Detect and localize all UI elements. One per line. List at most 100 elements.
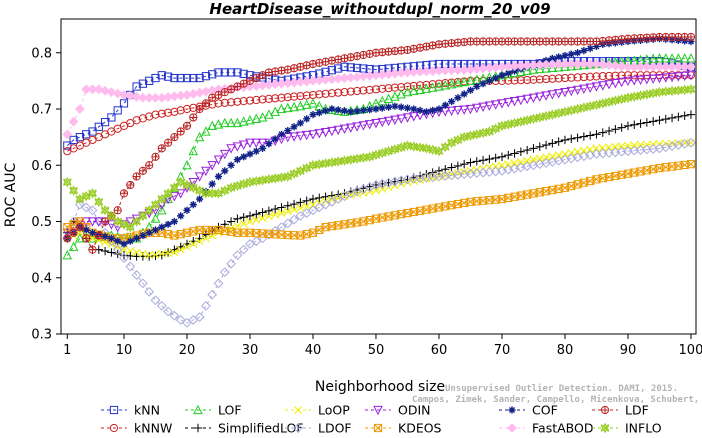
data-point-LDF xyxy=(157,144,166,153)
data-point-INFLO xyxy=(125,221,135,233)
data-point-SimplifiedLOF xyxy=(252,209,261,219)
data-point-INFLO xyxy=(497,120,507,132)
x-tick-label: 10 xyxy=(116,343,133,358)
data-point-INFLO xyxy=(377,147,387,159)
data-point-ODIN xyxy=(62,228,73,239)
data-point-COF xyxy=(107,234,115,242)
data-point-COF xyxy=(88,229,97,237)
data-point-LDOF xyxy=(74,199,85,210)
data-point-COF xyxy=(429,106,437,115)
data-point-INFLO xyxy=(151,199,160,210)
data-point-LOF xyxy=(541,63,551,73)
data-point-INFLO xyxy=(195,185,205,196)
data-point-ODIN xyxy=(175,189,186,199)
data-point-LOF xyxy=(282,102,293,113)
watermark-line-2: Campos, Zimek, Sander, Campello, Micenko… xyxy=(412,394,702,405)
data-point-FastABOD xyxy=(597,59,608,70)
data-point-kNNW xyxy=(541,74,551,84)
data-point-LDOF xyxy=(144,286,155,297)
data-point-FastABOD xyxy=(610,60,621,71)
data-point-COF xyxy=(466,86,475,94)
data-point-LOF xyxy=(459,76,469,87)
data-point-kNN xyxy=(189,73,198,83)
data-point-COF xyxy=(504,69,512,77)
data-point-LoOP xyxy=(529,155,538,164)
data-point-LDOF xyxy=(182,317,192,328)
data-point-INFLO xyxy=(62,176,72,188)
data-point-LoOP xyxy=(120,245,128,254)
data-point-INFLO xyxy=(522,115,532,126)
data-point-COF xyxy=(340,107,349,115)
data-point-ODIN xyxy=(201,166,211,177)
data-point-LoOP xyxy=(271,210,280,219)
data-point-kNNW xyxy=(340,88,349,97)
data-point-kNNW xyxy=(516,76,525,85)
data-point-INFLO xyxy=(132,216,142,227)
data-point-LOF xyxy=(390,91,400,101)
data-point-LDOF xyxy=(175,315,186,325)
data-point-COF xyxy=(435,105,443,113)
data-point-SimplifiedLOF xyxy=(151,251,160,261)
data-point-kNN xyxy=(334,64,343,73)
data-point-LDOF xyxy=(320,199,331,210)
data-point-COF xyxy=(296,119,304,127)
data-point-INFLO xyxy=(302,162,312,174)
data-point-SimplifiedLOF xyxy=(642,118,652,127)
data-point-LoOP xyxy=(605,143,614,152)
data-point-LDOF xyxy=(81,202,92,213)
data-point-SimplifiedLOF xyxy=(680,111,689,120)
data-point-LoOP xyxy=(554,151,563,160)
data-point-ODIN xyxy=(585,83,595,93)
data-point-SimplifiedLOF xyxy=(472,157,481,166)
data-point-kNN xyxy=(220,68,229,77)
data-point-LDF xyxy=(63,234,72,243)
data-point-COF xyxy=(580,47,588,55)
data-point-kNNW xyxy=(315,90,324,99)
data-point-ODIN xyxy=(553,89,564,99)
data-point-LDOF xyxy=(125,261,136,272)
data-point-ODIN xyxy=(238,140,249,150)
data-point-LOF xyxy=(156,204,167,215)
data-point-ODIN xyxy=(528,93,539,104)
data-point-COF xyxy=(372,105,380,113)
x-tick-label: 90 xyxy=(620,343,637,358)
data-point-LDOF xyxy=(339,191,350,202)
data-point-ODIN xyxy=(629,76,640,86)
data-point-SimplifiedLOF xyxy=(541,140,551,150)
data-point-ODIN xyxy=(232,142,243,152)
data-point-ODIN xyxy=(566,86,577,97)
data-point-SimplifiedLOF xyxy=(459,159,469,169)
legend-label: LDOF xyxy=(318,421,352,435)
data-point-INFLO xyxy=(277,172,286,183)
data-point-COF xyxy=(170,217,178,226)
data-point-INFLO xyxy=(232,180,242,192)
data-point-SimplifiedLOF xyxy=(365,182,374,191)
data-point-INFLO xyxy=(308,160,318,171)
data-point-LDF xyxy=(132,172,141,181)
data-point-INFLO xyxy=(472,129,482,140)
data-point-INFLO xyxy=(390,144,400,155)
data-point-INFLO xyxy=(579,102,589,113)
data-point-LOF xyxy=(534,63,545,74)
data-point-ODIN xyxy=(320,127,331,138)
data-point-kNN xyxy=(195,73,204,83)
data-point-INFLO xyxy=(81,190,91,202)
data-point-kNNW xyxy=(289,92,299,101)
data-point-COF xyxy=(321,107,330,115)
data-point-LoOP xyxy=(346,191,355,200)
data-point-ODIN xyxy=(616,77,627,88)
data-point-LDF xyxy=(145,161,154,170)
legend-marker xyxy=(600,405,610,415)
plot-area xyxy=(62,32,696,328)
series-ODIN xyxy=(62,71,696,239)
data-point-kNNW xyxy=(371,85,381,94)
data-point-LOF xyxy=(308,98,318,108)
data-point-kNN xyxy=(176,73,185,83)
data-point-COF xyxy=(246,150,254,158)
legend-label: LOF xyxy=(218,403,242,418)
data-point-INFLO xyxy=(680,84,690,96)
data-point-SimplifiedLOF xyxy=(611,125,620,134)
data-point-INFLO xyxy=(289,168,299,179)
data-point-LDOF xyxy=(245,239,255,249)
legend-label: SimplifiedLOF xyxy=(218,421,304,435)
